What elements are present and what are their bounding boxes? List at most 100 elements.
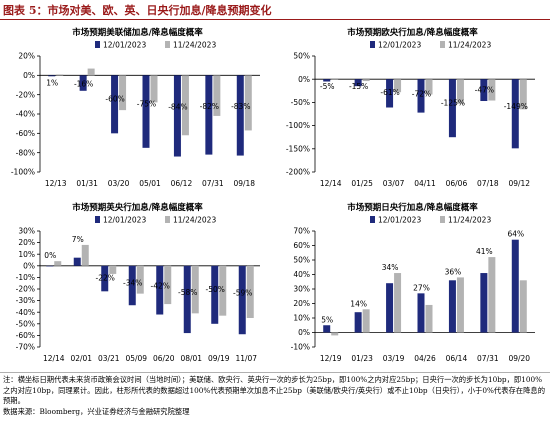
x-tick-label: 05/01 <box>139 179 161 188</box>
y-tick-label: -20% <box>16 285 35 294</box>
bar-series2 <box>164 265 172 305</box>
bar-series2 <box>456 79 464 104</box>
y-tick-label: 0% <box>298 328 310 337</box>
bar-series1 <box>386 79 394 108</box>
y-tick-label: -70% <box>16 343 35 352</box>
y-tick-label: 0% <box>298 75 310 84</box>
bar-series1 <box>79 75 87 91</box>
x-tick-label: 03/21 <box>98 354 120 363</box>
y-tick-label: -40% <box>16 308 35 317</box>
data-label: -16% <box>74 80 93 89</box>
legend-label: 11/24/2023 <box>173 41 216 50</box>
x-tick-label: 12/14 <box>320 179 342 188</box>
y-tick-label: 50% <box>293 256 310 265</box>
bar-series2 <box>87 68 95 76</box>
legend-swatch <box>370 216 375 223</box>
data-label: -15% <box>349 82 368 91</box>
chart-svg: 市场预期英央行加息/降息幅度概率 12/01/2023 11/24/2023 30% 2… <box>16 202 260 363</box>
bar-series2 <box>246 265 254 318</box>
y-tick-label: -200% <box>286 168 310 177</box>
data-label: -58% <box>178 288 197 297</box>
legend-swatch <box>440 41 445 48</box>
data-label: -72% <box>412 90 431 99</box>
data-label: 41% <box>476 247 493 256</box>
y-tick-label: 10% <box>293 314 310 323</box>
data-label: 0% <box>44 251 56 260</box>
data-label: -149% <box>504 102 528 111</box>
x-tick-label: 03/19 <box>383 354 405 363</box>
x-tick-label: 09/12 <box>508 179 530 188</box>
data-label: -50% <box>206 285 225 294</box>
bar-series2 <box>181 75 189 136</box>
y-tick-label: 40% <box>293 270 310 279</box>
figure-title: 图表 5：市场对美、欧、英、日央行加息/降息预期变化 <box>3 4 272 17</box>
data-label: -5% <box>320 82 335 91</box>
x-tick-label: 09/20 <box>508 354 530 363</box>
data-label: 1% <box>46 78 58 87</box>
y-tick-label: -80% <box>16 148 35 157</box>
bar-series1 <box>238 265 246 335</box>
bar-series1 <box>354 79 362 87</box>
y-tick-label: 30% <box>293 285 310 294</box>
x-tick-label: 03/20 <box>108 179 130 188</box>
x-tick-label: 07/31 <box>477 354 499 363</box>
bar-series2 <box>488 79 496 101</box>
x-tick-label: 07/31 <box>202 179 224 188</box>
data-label: -61% <box>380 88 399 97</box>
data-label: -125% <box>441 98 465 107</box>
bar-series2 <box>456 277 464 333</box>
x-tick-label: 06/20 <box>153 354 175 363</box>
bar-series1 <box>448 79 456 138</box>
data-label: 5% <box>321 315 333 324</box>
chart-panel-ecb: 市场预期欧央行加息/降息幅度概率 12/01/2023 11/24/2023 50% 0… <box>275 22 550 197</box>
bar-series2 <box>244 75 252 131</box>
footer-source: 数据来源：Bloomberg，兴业证券经济与金融研究院整理 <box>3 406 190 416</box>
y-tick-label: -100% <box>11 168 35 177</box>
legend-label: 11/24/2023 <box>448 216 491 225</box>
y-tick-label: -50% <box>291 98 310 107</box>
y-tick-label: -30% <box>16 296 35 305</box>
y-tick-label: 20% <box>18 52 35 61</box>
bar-series2 <box>331 79 339 80</box>
bar-series2 <box>81 244 89 266</box>
legend-label: 12/01/2023 <box>103 216 146 225</box>
bar-series1 <box>111 75 119 134</box>
chart-title: 市场预期美联储加息/降息幅度概率 <box>72 27 203 38</box>
x-tick-label: 04/11 <box>414 179 436 188</box>
bar-series1 <box>386 283 394 333</box>
y-tick-label: -20% <box>16 90 35 99</box>
bar-series2 <box>213 75 221 116</box>
figure-footer: 注：横坐标日期代表未来货币政策会议时间（当地时间）；美联储、欧央行、英央行一次的… <box>0 372 550 436</box>
bar-series1 <box>354 312 362 333</box>
bar-series1 <box>417 79 425 113</box>
bar-series1 <box>480 273 488 333</box>
legend-label: 12/01/2023 <box>103 41 146 50</box>
bar-series2 <box>425 304 433 333</box>
data-label: 14% <box>350 299 367 308</box>
data-label: -75% <box>137 100 156 109</box>
x-tick-label: 09/18 <box>233 179 255 188</box>
data-label: 36% <box>445 267 462 276</box>
y-tick-label: 30% <box>18 227 35 236</box>
bar-series2 <box>362 79 370 82</box>
data-label: -84% <box>168 103 187 112</box>
bar-series1 <box>142 75 150 148</box>
chart-panel-fed: 市场预期美联储加息/降息幅度概率 12/01/2023 11/24/2023 20% 0… <box>0 22 275 197</box>
x-tick-label: 06/14 <box>446 354 468 363</box>
bar-series2 <box>119 75 127 111</box>
x-tick-label: 12/19 <box>320 354 342 363</box>
bar-series2 <box>56 74 64 76</box>
chart-svg: 市场预期日央行加息/降息幅度概率 12/01/2023 11/24/2023 70% 6… <box>291 202 535 363</box>
data-label: -42% <box>151 282 170 291</box>
bar-series2 <box>136 265 144 294</box>
bar-series1 <box>480 79 488 102</box>
x-tick-label: 01/23 <box>351 354 373 363</box>
y-tick-label: -150% <box>286 144 310 153</box>
bar-series1 <box>48 75 56 77</box>
x-tick-label: 06/06 <box>446 179 468 188</box>
y-tick-label: 20% <box>18 238 35 247</box>
data-label: 27% <box>413 283 430 292</box>
data-label: -34% <box>123 278 142 287</box>
y-tick-label: -50% <box>16 319 35 328</box>
data-label: -22% <box>96 274 115 283</box>
